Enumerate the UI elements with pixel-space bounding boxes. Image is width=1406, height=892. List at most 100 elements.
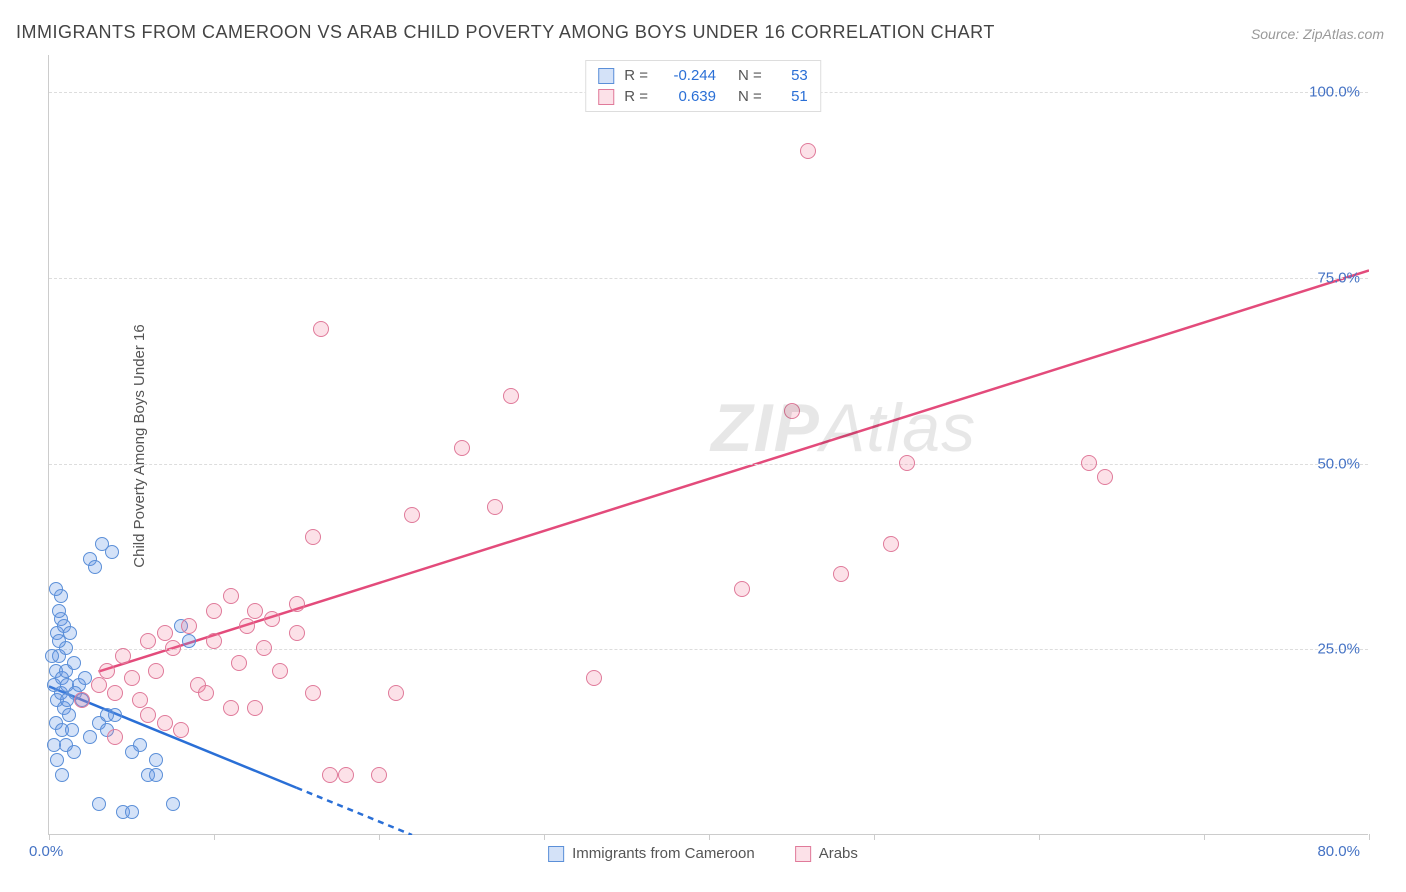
data-point	[166, 797, 180, 811]
series-legend: Immigrants from Cameroon Arabs	[548, 845, 858, 862]
x-tick	[874, 834, 875, 840]
gridline	[49, 649, 1368, 650]
legend-row: R =-0.244N =53	[598, 65, 808, 86]
data-point	[223, 700, 239, 716]
data-point	[503, 388, 519, 404]
chart-title: IMMIGRANTS FROM CAMEROON VS ARAB CHILD P…	[16, 22, 995, 43]
data-point	[99, 663, 115, 679]
data-point	[45, 649, 59, 663]
data-point	[52, 604, 66, 618]
data-point	[92, 797, 106, 811]
data-point	[883, 536, 899, 552]
data-point	[165, 640, 181, 656]
data-point	[206, 603, 222, 619]
gridline	[49, 278, 1368, 279]
correlation-legend: R =-0.244N =53R =0.639N =51	[585, 60, 821, 112]
data-point	[107, 729, 123, 745]
data-point	[149, 768, 163, 782]
legend-swatch	[598, 89, 614, 105]
data-point	[115, 648, 131, 664]
x-tick	[1039, 834, 1040, 840]
data-point	[206, 633, 222, 649]
data-point	[454, 440, 470, 456]
legend-swatch	[795, 846, 811, 862]
legend-row: R =0.639N =51	[598, 86, 808, 107]
source-label: Source: ZipAtlas.com	[1251, 26, 1384, 42]
legend-n-label: N =	[738, 86, 762, 107]
data-point	[800, 143, 816, 159]
data-point	[67, 656, 81, 670]
data-point	[388, 685, 404, 701]
data-point	[49, 582, 63, 596]
data-point	[371, 767, 387, 783]
data-point	[289, 596, 305, 612]
gridline	[49, 464, 1368, 465]
x-max-label: 80.0%	[1317, 843, 1360, 860]
y-tick-label: 100.0%	[1309, 84, 1360, 101]
data-point	[125, 805, 139, 819]
data-point	[1097, 469, 1113, 485]
data-point	[899, 455, 915, 471]
data-point	[149, 753, 163, 767]
y-tick-label: 25.0%	[1317, 641, 1360, 658]
x-tick	[1369, 834, 1370, 840]
x-tick	[1204, 834, 1205, 840]
data-point	[88, 560, 102, 574]
legend-series-name: Immigrants from Cameroon	[572, 845, 755, 862]
legend-n-label: N =	[738, 65, 762, 86]
data-point	[198, 685, 214, 701]
data-point	[239, 618, 255, 634]
data-point	[125, 745, 139, 759]
data-point	[59, 738, 73, 752]
y-tick-label: 50.0%	[1317, 455, 1360, 472]
data-point	[107, 685, 123, 701]
data-point	[272, 663, 288, 679]
data-point	[157, 715, 173, 731]
x-tick	[49, 834, 50, 840]
data-point	[404, 507, 420, 523]
x-tick	[379, 834, 380, 840]
legend-swatch	[598, 68, 614, 84]
trendlines	[49, 55, 1369, 835]
legend-r-label: R =	[624, 86, 648, 107]
data-point	[140, 707, 156, 723]
data-point	[247, 700, 263, 716]
data-point	[148, 663, 164, 679]
data-point	[52, 634, 66, 648]
x-tick	[709, 834, 710, 840]
data-point	[74, 692, 90, 708]
legend-n-value: 51	[776, 86, 808, 107]
data-point	[586, 670, 602, 686]
data-point	[256, 640, 272, 656]
y-tick-label: 75.0%	[1317, 269, 1360, 286]
data-point	[132, 692, 148, 708]
legend-item: Immigrants from Cameroon	[548, 845, 755, 862]
legend-n-value: 53	[776, 65, 808, 86]
data-point	[322, 767, 338, 783]
data-point	[124, 670, 140, 686]
data-point	[50, 753, 64, 767]
data-point	[833, 566, 849, 582]
data-point	[338, 767, 354, 783]
data-point	[60, 693, 74, 707]
legend-swatch	[548, 846, 564, 862]
data-point	[182, 634, 196, 648]
plot-area: 25.0%50.0%75.0%100.0%0.0%80.0%	[48, 55, 1368, 835]
data-point	[1081, 455, 1097, 471]
data-point	[181, 618, 197, 634]
x-min-label: 0.0%	[29, 843, 63, 860]
data-point	[734, 581, 750, 597]
data-point	[289, 625, 305, 641]
legend-r-label: R =	[624, 65, 648, 86]
data-point	[65, 723, 79, 737]
data-point	[62, 708, 76, 722]
data-point	[140, 633, 156, 649]
data-point	[83, 730, 97, 744]
legend-item: Arabs	[795, 845, 858, 862]
data-point	[91, 677, 107, 693]
data-point	[487, 499, 503, 515]
data-point	[100, 708, 114, 722]
data-point	[173, 722, 189, 738]
data-point	[231, 655, 247, 671]
data-point	[55, 768, 69, 782]
